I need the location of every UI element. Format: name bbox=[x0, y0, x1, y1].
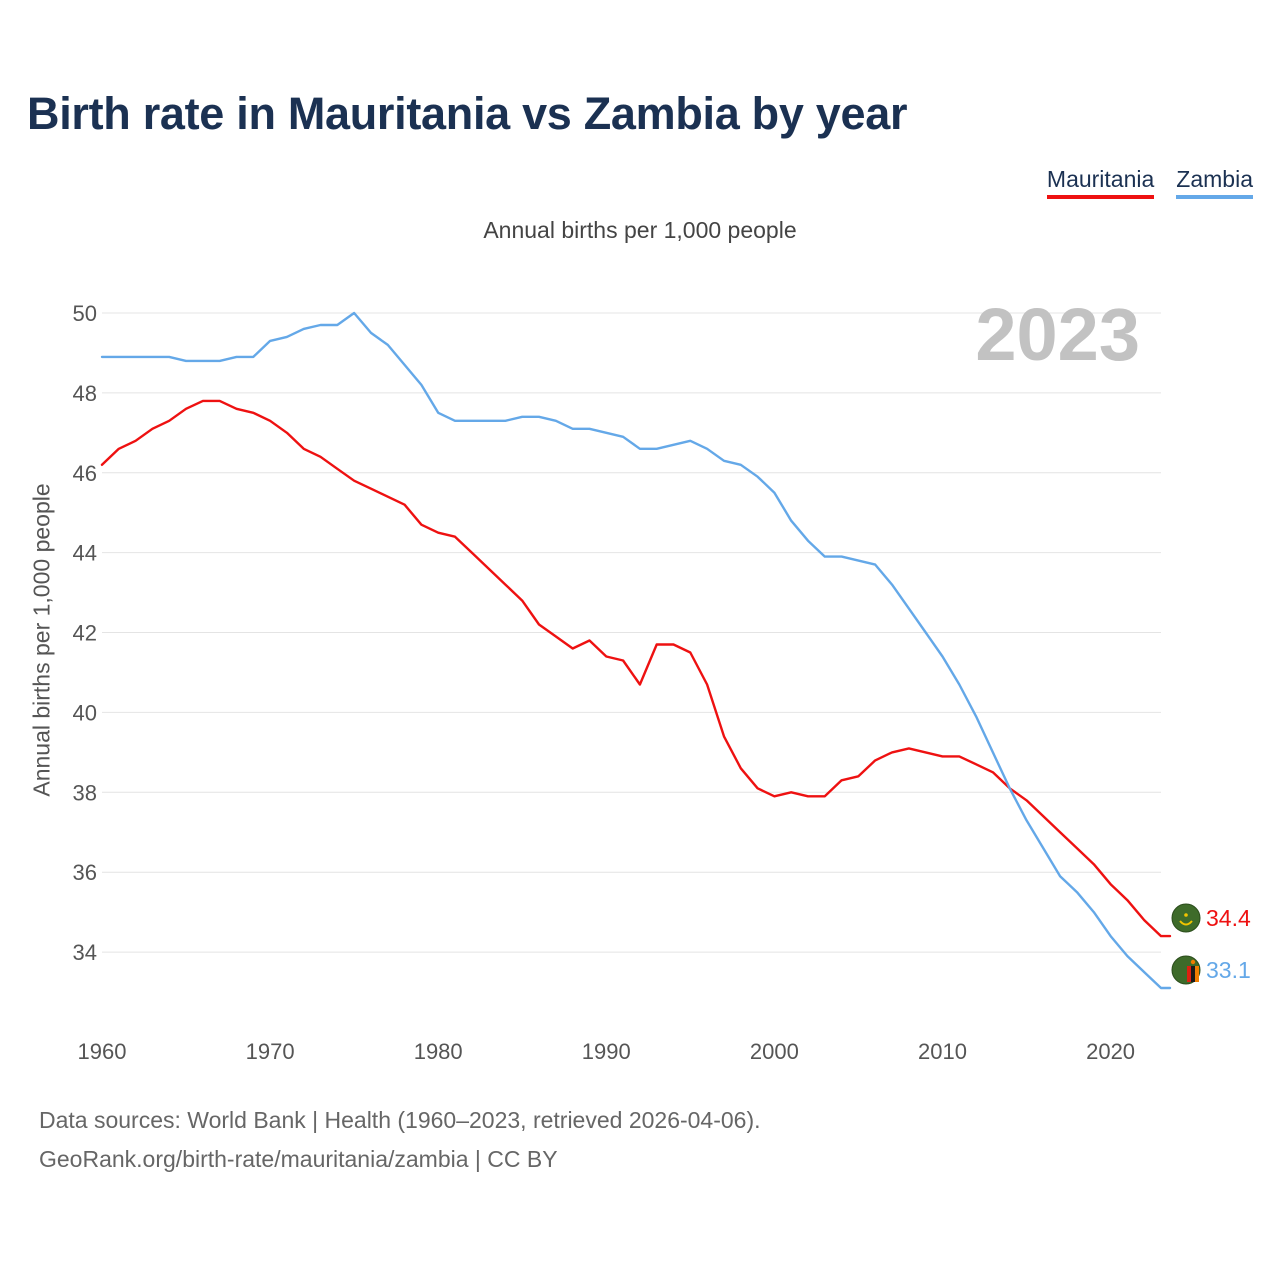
x-tick-label-2000: 2000 bbox=[750, 1039, 799, 1064]
x-tick-label-1990: 1990 bbox=[582, 1039, 631, 1064]
y-tick-label-46: 46 bbox=[73, 461, 97, 486]
x-tick-label-1980: 1980 bbox=[414, 1039, 463, 1064]
x-tick-label-1960: 1960 bbox=[78, 1039, 127, 1064]
legend: Mauritania Zambia bbox=[1046, 166, 1253, 199]
footer-link[interactable]: GeoRank.org/birth-rate/mauritania/zambia… bbox=[39, 1146, 558, 1172]
chart-subtitle: Annual births per 1,000 people bbox=[483, 217, 797, 243]
end-label-zambia: 33.1 bbox=[1206, 957, 1251, 983]
footer-source: Data sources: World Bank | Health (1960–… bbox=[39, 1107, 761, 1133]
x-tick-label-1970: 1970 bbox=[246, 1039, 295, 1064]
flag-zambia-icon bbox=[1171, 955, 1201, 985]
series-line-zambia bbox=[100, 311, 1172, 990]
end-label-mauritania: 34.4 bbox=[1206, 905, 1251, 931]
y-tick-label-40: 40 bbox=[73, 700, 97, 725]
legend-item-zambia[interactable]: Zambia bbox=[1176, 166, 1253, 199]
y-tick-label-36: 36 bbox=[73, 860, 97, 885]
y-tick-label-42: 42 bbox=[73, 621, 97, 646]
x-tick-label-2010: 2010 bbox=[918, 1039, 967, 1064]
chart-title: Birth rate in Mauritania vs Zambia by ye… bbox=[27, 88, 908, 139]
x-tick-label-2020: 2020 bbox=[1086, 1039, 1135, 1064]
y-tick-label-50: 50 bbox=[73, 301, 97, 326]
y-tick-label-38: 38 bbox=[73, 780, 97, 805]
year-watermark: 2023 bbox=[975, 293, 1140, 376]
legend-item-mauritania[interactable]: Mauritania bbox=[1046, 166, 1155, 199]
series-line-mauritania bbox=[100, 399, 1172, 938]
flag-mauritania-icon bbox=[1171, 903, 1201, 933]
y-tick-label-48: 48 bbox=[73, 381, 97, 406]
y-tick-label-34: 34 bbox=[73, 940, 97, 965]
y-tick-label-44: 44 bbox=[73, 541, 97, 566]
